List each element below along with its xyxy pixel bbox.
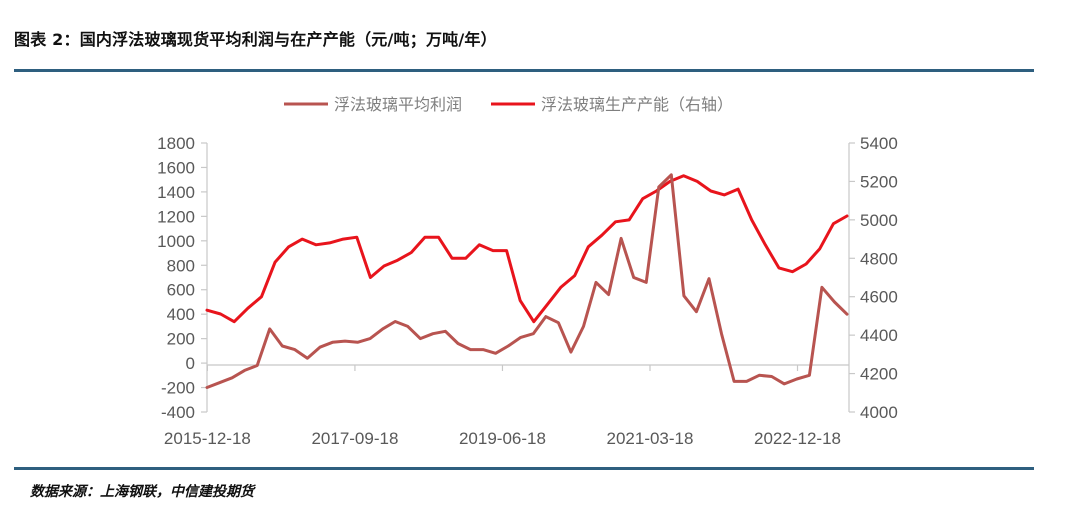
- right-tick-label: 4800: [860, 249, 898, 268]
- right-tick-label: 5400: [860, 134, 898, 153]
- left-tick-label: -200: [161, 379, 195, 398]
- right-tick-label: 4000: [860, 403, 898, 422]
- profit-line: [205, 173, 849, 389]
- chart-title: 图表 2：国内浮法玻璃现货平均利润与在产产能（元/吨；万吨/年）: [14, 30, 497, 49]
- bottom-divider: [14, 467, 1034, 470]
- x-axis-ticks: [206, 365, 799, 371]
- left-tick-label: 0: [186, 354, 195, 373]
- legend-label-profit: 浮法玻璃平均利润: [334, 95, 462, 114]
- x-tick-label: 2021-03-18: [607, 429, 694, 448]
- left-tick-label: 1400: [157, 183, 195, 202]
- data-source: 数据来源：上海钢联，中信建投期货: [30, 484, 254, 500]
- capacity-line: [205, 174, 849, 324]
- left-tick-label: 1600: [157, 158, 195, 177]
- axes: [201, 142, 855, 413]
- left-tick-label: 400: [167, 305, 195, 324]
- left-tick-label: 1000: [157, 232, 195, 251]
- left-tick-label: -400: [161, 403, 195, 422]
- legend: 浮法玻璃平均利润 浮法玻璃生产产能（右轴）: [284, 95, 733, 114]
- left-axis-ticks: [201, 142, 207, 413]
- right-tick-label: 4400: [860, 326, 898, 345]
- right-tick-label: 5000: [860, 211, 898, 230]
- left-tick-label: 600: [167, 281, 195, 300]
- right-axis-ticks: [849, 142, 855, 413]
- left-tick-label: 200: [167, 330, 195, 349]
- x-tick-label: 2017-09-18: [311, 429, 398, 448]
- top-divider: [14, 69, 1034, 72]
- x-tick-label: 2019-06-18: [459, 429, 546, 448]
- right-tick-label: 5200: [860, 172, 898, 191]
- left-tick-label: 1800: [157, 134, 195, 153]
- right-tick-label: 4200: [860, 365, 898, 384]
- left-tick-label: 1200: [157, 207, 195, 226]
- legend-label-capacity: 浮法玻璃生产产能（右轴）: [541, 95, 733, 114]
- right-axis-labels: 4000 4200 4400 4600 4800 5000 5200 5400: [860, 134, 898, 422]
- left-axis-labels: -400 -200 0 200 400 600 800 1000 1200 1400 1600 180…: [157, 134, 195, 422]
- x-tick-label: 2022-12-18: [754, 429, 841, 448]
- right-tick-label: 4600: [860, 288, 898, 307]
- x-axis-labels: 2015-12-18 2017-09-18 2019-06-18 2021-03-18…: [164, 429, 841, 448]
- x-tick-label: 2015-12-18: [164, 429, 251, 448]
- left-tick-label: 800: [167, 256, 195, 275]
